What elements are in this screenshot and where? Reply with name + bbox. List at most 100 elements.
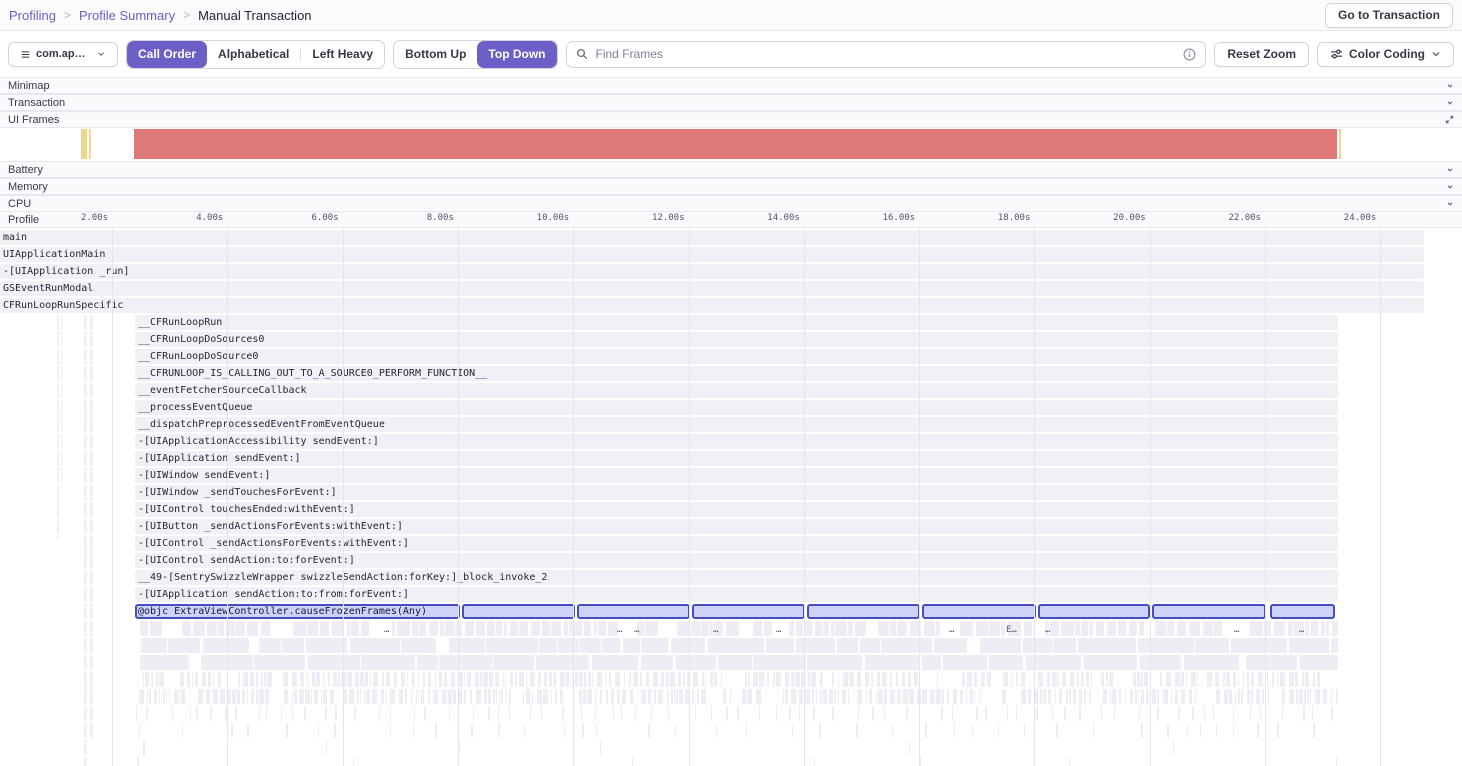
tiny-frame-bar[interactable] xyxy=(470,689,472,704)
tiny-frame-bar[interactable] xyxy=(236,621,245,636)
tiny-frame-bar[interactable] xyxy=(837,638,858,653)
tiny-frame-bar[interactable] xyxy=(314,689,318,704)
tiny-frame-bar[interactable] xyxy=(213,689,218,704)
tiny-frame-bar[interactable] xyxy=(323,672,324,687)
tiny-frame-bar[interactable] xyxy=(858,706,859,721)
tiny-frame-bar[interactable] xyxy=(325,706,327,721)
tiny-frame-bar[interactable] xyxy=(598,621,606,636)
tiny-frame-bar[interactable] xyxy=(1191,672,1196,687)
tiny-frame-bar[interactable] xyxy=(1064,706,1066,721)
tiny-frame-bar[interactable] xyxy=(691,621,700,636)
tiny-frame-bar[interactable] xyxy=(710,621,713,636)
selected-frame-segment[interactable] xyxy=(1152,604,1266,619)
breadcrumb-profile-summary-link[interactable]: Profile Summary xyxy=(78,7,176,23)
tiny-frame-bar[interactable] xyxy=(943,655,987,670)
tiny-frame-bar[interactable] xyxy=(1141,672,1143,687)
tiny-frame-bar[interactable] xyxy=(808,672,810,687)
tiny-frame-bar[interactable] xyxy=(745,672,747,687)
tiny-frame-bar[interactable] xyxy=(588,672,591,687)
tiny-frame-bar[interactable] xyxy=(1175,689,1178,704)
tiny-frame-bar[interactable] xyxy=(401,638,436,653)
tiny-frame-bar[interactable] xyxy=(1216,689,1220,704)
tiny-frame-bar[interactable] xyxy=(163,689,165,704)
frame-bar[interactable]: __CFRunLoopDoSource0 xyxy=(135,349,1338,364)
tiny-frame-bar[interactable] xyxy=(532,689,533,704)
frame-bar[interactable]: -[UIControl sendAction:to:forEvent:] xyxy=(135,553,1338,568)
tiny-frame-bar[interactable] xyxy=(884,706,885,721)
tiny-frame-bar[interactable] xyxy=(136,706,137,721)
tiny-frame-bar[interactable] xyxy=(860,638,880,653)
tiny-frame-bar[interactable] xyxy=(579,672,583,687)
tiny-frame-bar[interactable] xyxy=(789,621,794,636)
tiny-frame-bar[interactable] xyxy=(896,672,898,687)
tiny-frame-bar[interactable] xyxy=(166,689,167,704)
tiny-frame-bar[interactable] xyxy=(448,689,452,704)
tiny-frame-bar[interactable] xyxy=(919,757,921,766)
tiny-frame-bar[interactable] xyxy=(1045,621,1049,636)
tiny-frame-bar[interactable] xyxy=(261,621,270,636)
tiny-frame-bar[interactable] xyxy=(320,621,329,636)
tiny-frame-bar[interactable] xyxy=(530,672,535,687)
tiny-frame-bar[interactable] xyxy=(261,672,263,687)
selected-frame-segment[interactable] xyxy=(692,604,805,619)
tiny-frame-bar[interactable] xyxy=(143,740,145,755)
tiny-frame-bar[interactable] xyxy=(439,655,492,670)
tiny-frame-bar[interactable] xyxy=(1323,689,1327,704)
tiny-frame-bar[interactable] xyxy=(592,672,593,687)
tiny-frame-bar[interactable] xyxy=(140,655,189,670)
tiny-frame-bar[interactable] xyxy=(266,706,267,721)
section-cpu[interactable]: CPU xyxy=(0,195,1462,212)
tiny-frame-bar[interactable] xyxy=(871,672,873,687)
tiny-frame-bar[interactable] xyxy=(251,689,254,704)
tiny-frame-bar[interactable] xyxy=(560,689,563,704)
tiny-frame-bar[interactable] xyxy=(1167,723,1169,738)
tiny-frame-bar[interactable] xyxy=(953,689,957,704)
tiny-frame-bar[interactable] xyxy=(286,723,288,738)
tiny-frame-bar[interactable] xyxy=(328,672,330,687)
tiny-frame-bar[interactable] xyxy=(1073,689,1076,704)
tiny-frame-bar[interactable] xyxy=(1086,672,1089,687)
tiny-frame-bar[interactable] xyxy=(952,706,953,721)
tiny-frame-bar[interactable] xyxy=(473,706,474,721)
tiny-frame-bar[interactable] xyxy=(467,672,471,687)
tiny-frame-bar[interactable] xyxy=(813,706,815,721)
tiny-frame-bar[interactable] xyxy=(1053,638,1076,653)
tiny-frame-bar[interactable] xyxy=(947,689,949,704)
tiny-frame-bar[interactable] xyxy=(146,706,148,721)
tiny-frame-bar[interactable] xyxy=(195,672,198,687)
tiny-frame-bar[interactable] xyxy=(838,689,839,704)
tiny-frame-bar[interactable] xyxy=(609,672,611,687)
tiny-frame-bar[interactable] xyxy=(1282,706,1283,721)
tiny-frame-bar[interactable] xyxy=(925,723,927,738)
tiny-frame-bar[interactable] xyxy=(1192,706,1194,721)
tiny-frame-bar[interactable] xyxy=(307,621,318,636)
tiny-frame-bar[interactable] xyxy=(1084,689,1086,704)
tiny-frame-bar[interactable] xyxy=(137,757,139,766)
tiny-frame-bar[interactable] xyxy=(566,672,569,687)
tiny-frame-bar[interactable] xyxy=(1069,757,1070,766)
tiny-frame-bar[interactable] xyxy=(515,672,517,687)
tiny-frame-bar[interactable] xyxy=(390,689,395,704)
tiny-frame-bar[interactable] xyxy=(1139,706,1140,721)
tiny-frame-bar[interactable] xyxy=(910,621,921,636)
tiny-frame-bar[interactable] xyxy=(648,689,651,704)
tiny-frame-bar[interactable] xyxy=(1226,672,1230,687)
tiny-frame-bar[interactable] xyxy=(753,655,806,670)
tiny-frame-bar[interactable] xyxy=(1050,621,1059,636)
tiny-frame-bar[interactable] xyxy=(922,655,941,670)
tiny-frame-bar[interactable] xyxy=(304,706,306,721)
tiny-frame-bar[interactable] xyxy=(937,672,938,687)
tiny-frame-bar[interactable] xyxy=(333,672,337,687)
tiny-frame-bar[interactable] xyxy=(1305,672,1309,687)
tiny-frame-bar[interactable] xyxy=(1043,689,1046,704)
tiny-frame-bar[interactable] xyxy=(702,672,704,687)
tiny-frame-bar[interactable] xyxy=(1166,672,1171,687)
tiny-frame-bar[interactable] xyxy=(435,723,437,738)
tiny-frame-bar[interactable] xyxy=(582,723,584,738)
tiny-frame-bar[interactable] xyxy=(1321,621,1325,636)
tiny-frame-bar[interactable] xyxy=(764,621,772,636)
tiny-frame-bar[interactable] xyxy=(676,655,716,670)
tiny-frame-bar[interactable] xyxy=(503,672,504,687)
slow-frame-bar[interactable] xyxy=(1339,129,1341,159)
tiny-frame-bar[interactable] xyxy=(321,689,322,704)
